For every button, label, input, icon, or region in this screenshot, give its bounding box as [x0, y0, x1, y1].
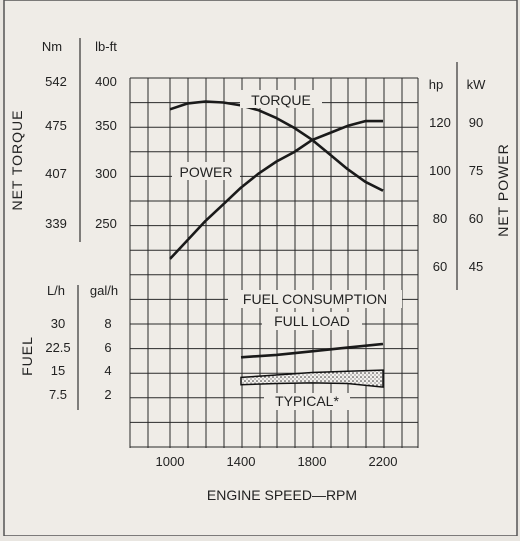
x-tick-3: 2200	[369, 454, 398, 469]
series-full-load-line	[240, 342, 384, 359]
power-tick-kw-0: 90	[469, 115, 483, 130]
fuel-consumption-label-bg	[228, 290, 402, 308]
power-tick-kw-2: 60	[469, 211, 483, 226]
tick-labels: 542 475 407 339 400 350 300 250 30 22.5 15 7.5 8 6 4 2 1…	[45, 74, 483, 469]
fuel-unit-galh: gal/h	[90, 283, 118, 298]
power-curve-label: POWER	[180, 164, 233, 180]
series-torque-line	[169, 100, 384, 192]
typical-label-bg	[264, 393, 350, 410]
fuel-tick-lh-0: 30	[51, 316, 65, 331]
x-tick-1: 1400	[227, 454, 256, 469]
fuel-tick-galh-1: 6	[104, 340, 111, 355]
full-load-label-bg	[262, 312, 362, 330]
torque-unit-nm: Nm	[42, 39, 62, 54]
grid	[129, 77, 419, 448]
x-tick-2: 1800	[298, 454, 327, 469]
torque-tick-lbft-1: 350	[95, 118, 117, 133]
fuel-tick-lh-1: 22.5	[45, 340, 70, 355]
torque-tick-nm-1: 475	[45, 118, 67, 133]
fuel-tick-galh-0: 8	[104, 316, 111, 331]
x-axis-title: ENGINE SPEED—RPM	[207, 487, 357, 503]
power-axis-title: NET POWER	[495, 143, 511, 237]
power-label-bg	[172, 162, 240, 180]
power-tick-hp-1: 100	[429, 163, 451, 178]
fuel-unit-lh: L/h	[47, 283, 65, 298]
fuel-tick-galh-2: 4	[104, 363, 111, 378]
torque-tick-lbft-3: 250	[95, 216, 117, 231]
full-load-label: FULL LOAD	[274, 313, 350, 329]
series-layer	[169, 100, 384, 388]
torque-label-bg	[240, 90, 322, 108]
typical-label: TYPICAL*	[275, 393, 339, 409]
power-tick-hp-3: 60	[433, 259, 447, 274]
power-tick-kw-1: 75	[469, 163, 483, 178]
power-unit-kw: kW	[467, 77, 487, 92]
fuel-tick-lh-3: 7.5	[49, 387, 67, 402]
fuel-tick-lh-2: 15	[51, 363, 65, 378]
annotations: TORQUE POWER FUEL CONSUMPTION FULL LOAD …	[172, 90, 402, 410]
x-tick-0: 1000	[156, 454, 185, 469]
torque-tick-nm-2: 407	[45, 166, 67, 181]
fuel-axis-title: FUEL	[19, 336, 35, 376]
series-typical-band	[240, 369, 384, 388]
torque-unit-lbft: lb-ft	[95, 39, 117, 54]
series-power-line	[169, 119, 383, 260]
power-unit-hp: hp	[429, 77, 443, 92]
power-tick-hp-0: 120	[429, 115, 451, 130]
torque-tick-nm-0: 542	[45, 74, 67, 89]
power-tick-kw-3: 45	[469, 259, 483, 274]
torque-tick-nm-3: 339	[45, 216, 67, 231]
power-tick-hp-2: 80	[433, 211, 447, 226]
torque-tick-lbft-2: 300	[95, 166, 117, 181]
torque-axis-title: NET TORQUE	[9, 109, 25, 210]
fuel-consumption-label: FUEL CONSUMPTION	[243, 291, 387, 307]
torque-tick-lbft-0: 400	[95, 74, 117, 89]
torque-curve-label: TORQUE	[251, 92, 311, 108]
fuel-tick-galh-3: 2	[104, 387, 111, 402]
